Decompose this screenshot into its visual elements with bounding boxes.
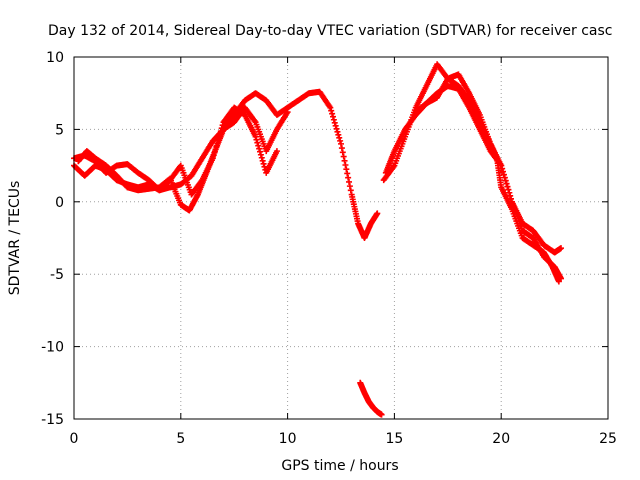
data-point: [500, 171, 507, 178]
series-track-d: [357, 379, 385, 418]
data-point: [332, 122, 339, 129]
data-point: [344, 170, 351, 177]
data-point: [334, 128, 341, 135]
data-point: [328, 107, 335, 114]
data-point: [338, 145, 345, 152]
data-point: [502, 177, 509, 184]
data-point: [498, 162, 505, 169]
data-point: [340, 153, 347, 160]
data-point: [273, 148, 280, 155]
data-point: [374, 210, 381, 217]
data-point: [501, 174, 508, 181]
data-point: [329, 113, 336, 120]
data-point: [337, 137, 344, 144]
data-point: [339, 149, 346, 156]
data-point: [330, 116, 337, 123]
plot-frame: [73, 56, 609, 420]
data-point: [507, 192, 514, 199]
x-tick-label: 20: [492, 431, 510, 447]
data-point: [345, 174, 352, 181]
data-point: [336, 134, 343, 141]
tick-labels: 0 5 10 15 20 25 -15 -10 -5 0 5 10: [41, 50, 617, 447]
y-axis-label: SDTVAR / TECUs: [7, 181, 23, 296]
data-point: [507, 195, 514, 202]
data-point: [504, 183, 511, 190]
series-track-f: [382, 71, 565, 256]
series-track-g: [412, 82, 565, 282]
data-point: [505, 186, 512, 193]
y-tick-label: 0: [55, 195, 64, 211]
data-point: [333, 125, 340, 132]
series-track-c: [75, 104, 291, 214]
data-point: [499, 168, 506, 175]
data-point: [338, 140, 344, 147]
data-point: [503, 180, 510, 187]
data-point: [254, 139, 261, 146]
y-tick-label: -5: [50, 267, 64, 283]
data-point: [259, 157, 266, 164]
data-point: [342, 161, 349, 168]
y-tick-label: -10: [41, 340, 64, 356]
x-axis-label: GPS time / hours: [281, 458, 398, 474]
x-tick-label: 0: [70, 431, 79, 447]
data-point: [506, 189, 513, 196]
data-point: [558, 275, 565, 282]
data-point: [257, 148, 264, 155]
data-point: [327, 104, 334, 111]
data-point: [258, 154, 265, 161]
data-point: [255, 142, 262, 149]
data-point: [346, 183, 353, 190]
data-point: [284, 109, 291, 116]
data-point: [378, 411, 385, 418]
x-tick-label: 15: [385, 431, 403, 447]
data-point: [335, 131, 342, 138]
y-tick-label: 5: [55, 122, 64, 138]
x-tick-label: 10: [279, 431, 297, 447]
data-point: [329, 110, 336, 117]
data-point: [499, 165, 506, 172]
y-tick-label: 10: [46, 50, 64, 66]
data-point: [343, 166, 350, 173]
y-tick-label: -15: [41, 412, 64, 428]
data-series: [71, 61, 565, 418]
x-tick-label: 5: [176, 431, 185, 447]
data-point: [558, 245, 565, 252]
data-point: [331, 119, 338, 126]
data-point: [346, 178, 353, 185]
data-point: [347, 187, 354, 194]
x-tick-label: 25: [599, 431, 617, 447]
chart-title: Day 132 of 2014, Sidereal Day-to-day VTE…: [48, 23, 612, 39]
data-point: [256, 145, 263, 152]
data-point: [257, 151, 264, 158]
data-point: [341, 157, 348, 164]
data-point: [260, 160, 267, 167]
data-point: [219, 122, 226, 129]
data-point: [252, 133, 259, 140]
grid-lines: [74, 57, 608, 419]
data-point: [253, 136, 260, 143]
